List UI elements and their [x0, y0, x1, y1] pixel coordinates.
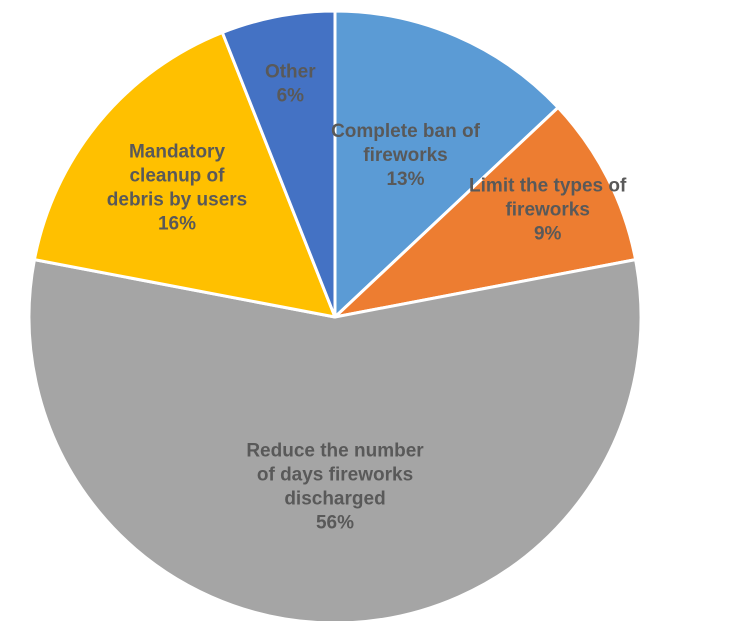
data-label-reduce-the-number-of-days-fireworks-discharged: Reduce the number of days fireworks discha…: [246, 440, 424, 533]
data-label-other: Other 6%: [265, 62, 316, 107]
data-label-percent: 56%: [316, 512, 354, 533]
data-label-limit-the-types-of-fireworks: Limit the types of fireworks 9%: [469, 176, 627, 245]
labels-layer: Complete ban of fireworks 13% Limit the typ…: [107, 62, 627, 534]
pie-slice-mandatory-cleanup-of-debris-by-users: [32, 30, 337, 319]
pie-slice-reduce-the-number-of-days-fireworks-discharged: [27, 258, 643, 621]
pie-slice-complete-ban-of-fireworks: [333, 9, 560, 319]
slices-layer: [27, 9, 643, 621]
data-label-line: discharged: [284, 488, 385, 509]
data-label-percent: 16%: [158, 213, 196, 234]
data-label-complete-ban-of-fireworks: Complete ban of fireworks 13%: [331, 121, 481, 190]
pie-slice-other: [220, 9, 337, 319]
pie-slice-limit-the-types-of-fireworks: [333, 106, 638, 319]
data-label-line: cleanup of: [129, 165, 225, 186]
data-label-line: fireworks: [505, 200, 589, 221]
data-label-line: Limit the types of: [469, 176, 627, 197]
data-label-percent: 9%: [534, 224, 562, 245]
data-label-percent: 6%: [277, 86, 305, 107]
data-label-percent: 13%: [386, 169, 424, 190]
data-label-mandatory-cleanup-of-debris-by-users: Mandatory cleanup of debris by users 16%: [107, 141, 247, 234]
data-label-line: Reduce the number: [246, 440, 424, 461]
data-label-line: Complete ban of: [331, 121, 481, 142]
data-label-line: Mandatory: [129, 141, 226, 162]
data-label-line: debris by users: [107, 189, 247, 210]
data-label-line: Other: [265, 62, 316, 83]
data-label-line: fireworks: [363, 145, 447, 166]
data-label-line: of days fireworks: [257, 464, 413, 485]
